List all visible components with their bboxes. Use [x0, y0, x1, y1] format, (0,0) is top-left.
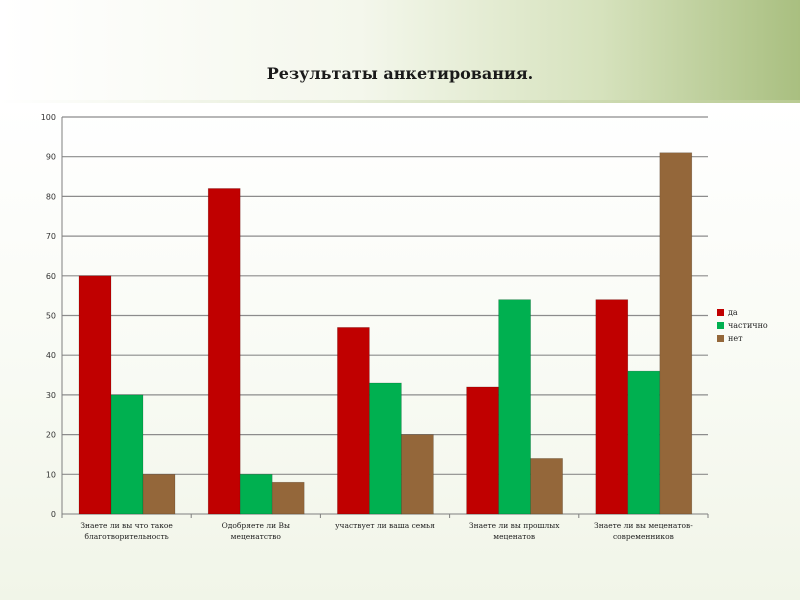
bar-нет [142, 473, 176, 515]
bar-да [595, 299, 629, 515]
bar-нет [271, 481, 305, 515]
x-tick-label: меценатов [493, 532, 535, 541]
x-tick-label: современников [613, 532, 674, 541]
header-divider [0, 100, 800, 103]
x-tick-label: Одобряете ли Вы [222, 521, 290, 530]
y-tick-label: 70 [46, 232, 56, 241]
bar-нет [659, 152, 693, 515]
y-tick-label: 90 [46, 153, 56, 162]
bar-частично [627, 370, 661, 515]
y-tick-label: 100 [41, 113, 56, 122]
bar-да [337, 327, 370, 515]
y-tick-label: 80 [46, 192, 56, 201]
y-tick-label: 10 [46, 470, 56, 479]
bar-частично [369, 382, 402, 515]
x-tick-label: Знаете ли вы что такое [80, 521, 173, 530]
y-tick-label: 0 [51, 510, 56, 519]
bar-частично [110, 394, 144, 515]
legend-label: да [728, 308, 738, 317]
bar-нет [401, 434, 434, 515]
legend-swatch [717, 322, 724, 329]
x-tick-label: Знаете ли вы прошлых [469, 521, 560, 530]
bar-частично [239, 473, 273, 515]
bar-да [207, 188, 241, 515]
y-tick-label: 60 [46, 272, 56, 281]
legend-swatch [717, 309, 724, 316]
bar-частично [498, 299, 531, 515]
legend-swatch [717, 335, 724, 342]
bar-да [466, 386, 499, 515]
x-tick-label: меценатство [231, 532, 282, 541]
y-tick-label: 50 [46, 312, 56, 321]
bar-да [78, 275, 112, 515]
y-tick-label: 30 [46, 391, 56, 400]
x-tick-label: участвует ли ваша семья [335, 521, 435, 530]
legend-label: частично [728, 321, 768, 330]
y-tick-label: 20 [46, 431, 56, 440]
bar-нет [530, 458, 563, 515]
header-band [0, 0, 800, 100]
page-title: Результаты анкетирования. [266, 64, 534, 83]
x-tick-label: благотворительность [84, 532, 168, 541]
legend-label: нет [728, 334, 743, 343]
x-tick-label: Знаете ли вы меценатов- [594, 521, 693, 530]
y-tick-label: 40 [46, 351, 56, 360]
